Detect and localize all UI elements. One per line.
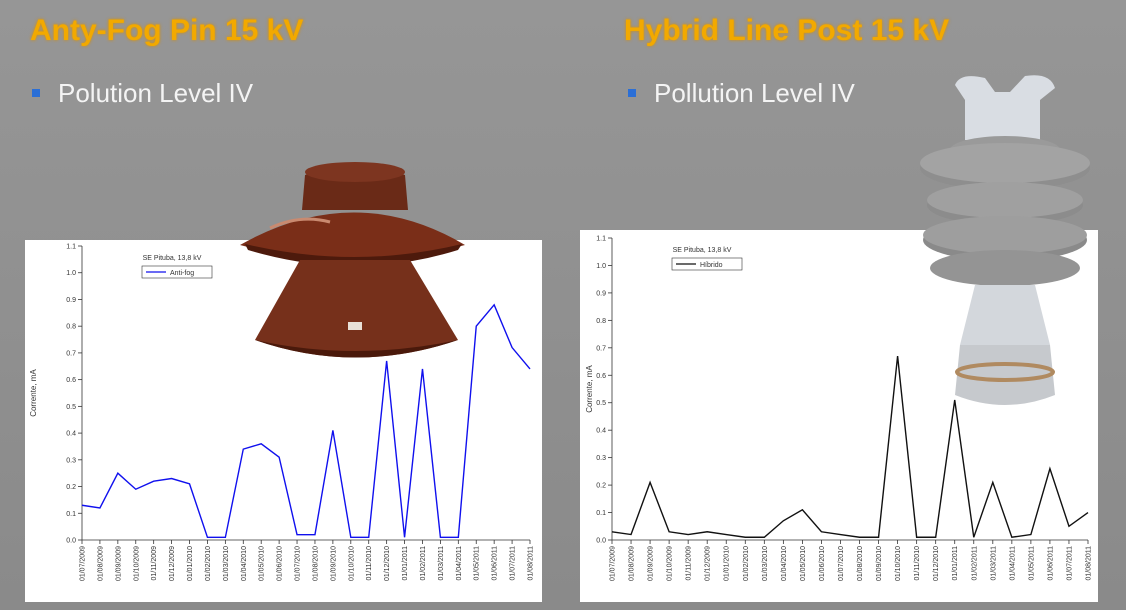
legend-title: SE Pituba, 13,8 kV bbox=[673, 247, 732, 254]
x-tick-label: 01/07/2009 bbox=[80, 546, 87, 581]
y-tick-label: 1.1 bbox=[596, 236, 606, 243]
y-tick-label: 1.0 bbox=[66, 270, 76, 277]
x-tick-label: 01/09/2010 bbox=[876, 546, 883, 581]
right-title: Hybrid Line Post 15 kV bbox=[624, 14, 950, 47]
y-tick-label: 1.1 bbox=[66, 244, 76, 251]
x-tick-label: 01/02/2010 bbox=[743, 546, 750, 581]
insulator-photo bbox=[920, 75, 1090, 405]
x-tick-label: 01/08/2009 bbox=[97, 546, 104, 581]
x-tick-label: 01/06/2011 bbox=[492, 546, 499, 581]
x-tick-label: 01/07/2011 bbox=[1066, 546, 1073, 581]
legend-label: Anti-fog bbox=[170, 270, 194, 277]
x-tick-label: 01/03/2011 bbox=[438, 546, 445, 581]
x-tick-label: 01/07/2010 bbox=[838, 546, 845, 581]
x-tick-label: 01/08/2010 bbox=[857, 546, 864, 581]
x-tick-label: 01/04/2010 bbox=[781, 546, 788, 581]
x-tick-label: 01/02/2010 bbox=[205, 546, 212, 581]
x-tick-label: 01/12/2010 bbox=[384, 546, 391, 581]
data-line bbox=[81, 303, 531, 539]
legend-label: Híbrido bbox=[700, 262, 723, 269]
x-tick-label: 01/05/2010 bbox=[800, 546, 807, 581]
x-tick-label: 01/09/2010 bbox=[330, 546, 337, 581]
x-tick-label: 01/04/2010 bbox=[241, 546, 248, 581]
y-tick-label: 0.7 bbox=[596, 345, 606, 352]
x-tick-label: 01/03/2010 bbox=[762, 546, 769, 581]
y-tick-label: 0.7 bbox=[66, 350, 76, 357]
y-axis-label: Corrente, mA bbox=[29, 369, 38, 417]
x-tick-label: 01/06/2011 bbox=[1047, 546, 1054, 581]
y-tick-label: 0.6 bbox=[66, 377, 76, 384]
x-tick-label: 01/01/2010 bbox=[187, 546, 194, 581]
y-axis-label: Corrente, mA bbox=[585, 365, 594, 413]
y-tick-label: 0.3 bbox=[596, 455, 606, 462]
y-tick-label: 0.0 bbox=[596, 538, 606, 545]
x-tick-label: 01/01/2011 bbox=[402, 546, 409, 581]
x-tick-label: 01/09/2009 bbox=[648, 546, 655, 581]
y-tick-label: 0.2 bbox=[66, 484, 76, 491]
insulator-photo bbox=[240, 162, 465, 358]
x-tick-label: 01/08/2011 bbox=[1086, 546, 1093, 581]
y-tick-label: 1.0 bbox=[596, 263, 606, 270]
x-tick-label: 01/10/2010 bbox=[348, 546, 355, 581]
y-tick-label: 0.4 bbox=[66, 431, 76, 438]
x-tick-label: 01/07/2009 bbox=[610, 546, 617, 581]
x-tick-label: 01/05/2011 bbox=[1028, 546, 1035, 581]
y-tick-label: 0.0 bbox=[66, 538, 76, 545]
x-tick-label: 01/09/2009 bbox=[115, 546, 122, 581]
x-tick-label: 01/04/2011 bbox=[1009, 546, 1016, 581]
x-tick-label: 01/03/2010 bbox=[223, 546, 230, 581]
x-tick-label: 01/03/2011 bbox=[990, 546, 997, 581]
x-tick-label: 01/06/2010 bbox=[819, 546, 826, 581]
y-tick-label: 0.5 bbox=[596, 400, 606, 407]
x-tick-label: 01/02/2011 bbox=[971, 546, 978, 581]
y-tick-label: 0.2 bbox=[596, 483, 606, 490]
x-tick-label: 01/05/2010 bbox=[259, 546, 266, 581]
x-tick-label: 01/07/2010 bbox=[295, 546, 302, 581]
y-tick-label: 0.6 bbox=[596, 373, 606, 380]
right-bullet: Pollution Level IV bbox=[628, 78, 855, 109]
x-tick-label: 01/01/2011 bbox=[952, 546, 959, 581]
x-tick-label: 01/04/2011 bbox=[456, 546, 463, 581]
legend-title: SE Pituba, 13,8 kV bbox=[143, 255, 202, 262]
left-title: Anty-Fog Pin 15 kV bbox=[30, 14, 304, 47]
x-tick-label: 01/11/2010 bbox=[366, 546, 373, 581]
x-tick-label: 01/10/2010 bbox=[895, 546, 902, 581]
x-tick-label: 01/11/2010 bbox=[914, 546, 921, 581]
data-line bbox=[611, 355, 1089, 539]
left-bullet: Polution Level IV bbox=[32, 78, 253, 109]
x-tick-label: 01/06/2010 bbox=[277, 546, 284, 581]
x-tick-label: 01/10/2009 bbox=[667, 546, 674, 581]
x-tick-label: 01/02/2011 bbox=[420, 546, 427, 581]
x-tick-label: 01/12/2010 bbox=[933, 546, 940, 581]
x-tick-label: 01/01/2010 bbox=[724, 546, 731, 581]
y-tick-label: 0.8 bbox=[596, 318, 606, 325]
x-tick-label: 01/11/2009 bbox=[151, 546, 158, 581]
y-tick-label: 0.4 bbox=[596, 428, 606, 435]
x-tick-label: 01/05/2011 bbox=[474, 546, 481, 581]
x-tick-label: 01/12/2009 bbox=[705, 546, 712, 581]
y-tick-label: 0.9 bbox=[66, 297, 76, 304]
y-tick-label: 0.3 bbox=[66, 457, 76, 464]
x-tick-label: 01/11/2009 bbox=[686, 546, 693, 581]
legend-box bbox=[141, 265, 213, 279]
x-tick-label: 01/12/2009 bbox=[169, 546, 176, 581]
y-tick-label: 0.1 bbox=[596, 510, 606, 517]
legend-box bbox=[671, 257, 743, 271]
x-tick-label: 01/08/2009 bbox=[629, 546, 636, 581]
x-tick-label: 01/10/2009 bbox=[133, 546, 140, 581]
y-tick-label: 0.5 bbox=[66, 404, 76, 411]
y-tick-label: 0.8 bbox=[66, 324, 76, 331]
y-tick-label: 0.1 bbox=[66, 511, 76, 518]
x-tick-label: 01/08/2011 bbox=[528, 546, 535, 581]
x-tick-label: 01/08/2010 bbox=[312, 546, 319, 581]
y-tick-label: 0.9 bbox=[596, 290, 606, 297]
x-tick-label: 01/07/2011 bbox=[510, 546, 517, 581]
